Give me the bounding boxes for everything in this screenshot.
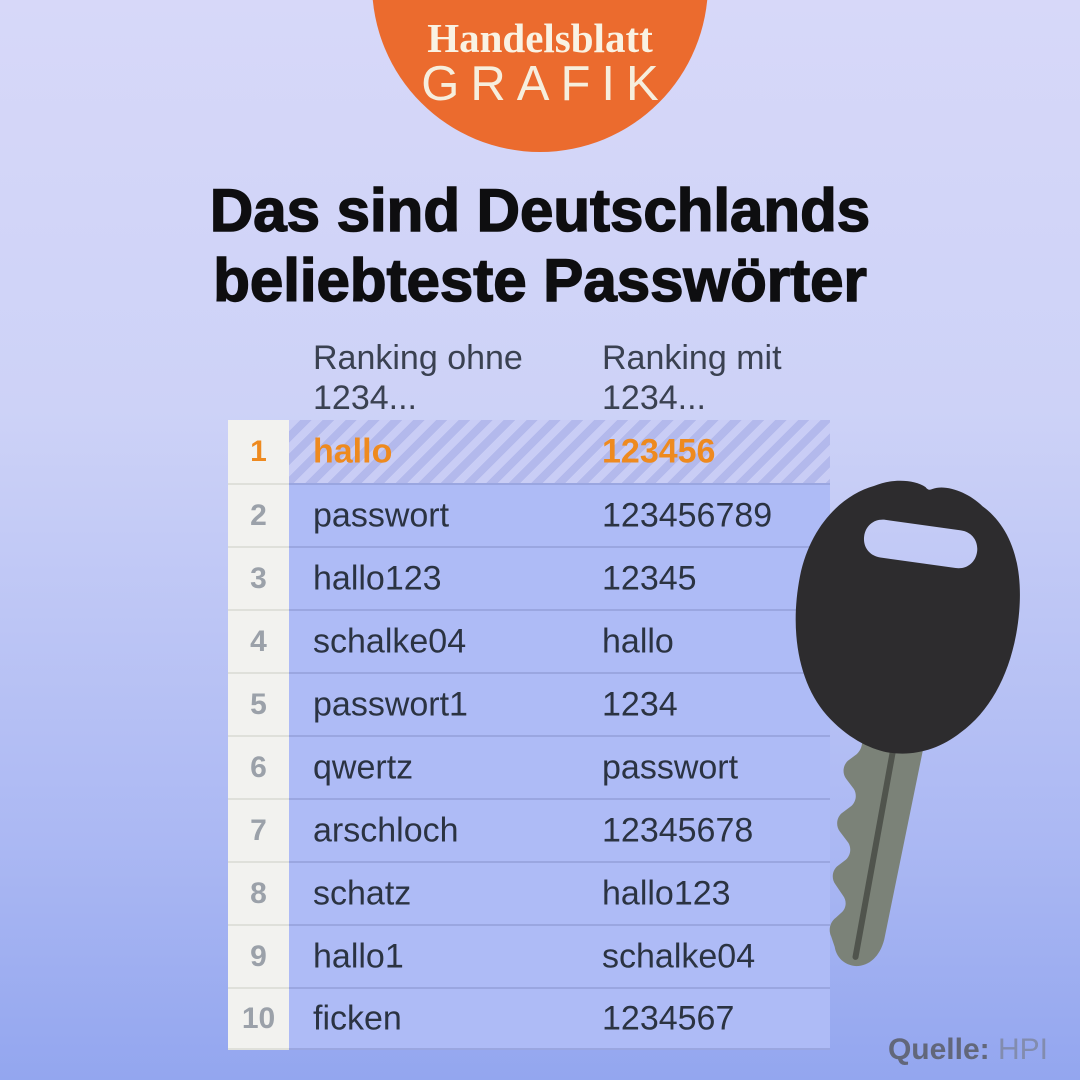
handelsblatt-logo-text: Handelsblatt xyxy=(427,15,653,61)
password-cells: hallo1 schalke04 xyxy=(289,924,830,987)
password-cells: schalke04 hallo xyxy=(289,609,830,672)
rank-cell: 6 xyxy=(228,735,289,798)
column-header-with-1234: Ranking mit 1234... xyxy=(602,339,782,417)
handelsblatt-badge: Handelsblatt GRAFIK xyxy=(372,0,708,152)
rank-cell: 1 xyxy=(228,420,289,483)
password-cells: ficken 1234567 xyxy=(289,987,830,1050)
password-cells: qwertz passwort xyxy=(289,735,830,798)
password-with-1234: 12345 xyxy=(602,559,697,597)
password-cells: schatz hallo123 xyxy=(289,861,830,924)
rank-cell: 2 xyxy=(228,483,289,546)
table-row-9: 9 hallo1 schalke04 xyxy=(228,924,830,987)
password-without-1234: arschloch xyxy=(313,811,459,849)
page-title-line1: Das sind Deutschlands xyxy=(209,176,871,245)
password-with-1234: hallo xyxy=(602,622,674,660)
table-row-5: 5 passwort1 1234 xyxy=(228,672,830,735)
page-title-line2: beliebteste Passwörter xyxy=(212,246,867,315)
password-with-1234: 12345678 xyxy=(602,811,754,849)
password-with-1234: hallo123 xyxy=(602,874,731,912)
table-row-8: 8 schatz hallo123 xyxy=(228,861,830,924)
password-without-1234: hallo123 xyxy=(313,559,442,597)
table-row-10: 10 ficken 1234567 xyxy=(228,987,830,1050)
password-cells: hallo123 12345 xyxy=(289,546,830,609)
source-value: HPI xyxy=(997,1033,1048,1066)
rank-cell: 8 xyxy=(228,861,289,924)
password-cells: passwort 123456789 xyxy=(289,483,830,546)
password-without-1234: qwertz xyxy=(313,748,414,786)
rank-cell: 9 xyxy=(228,924,289,987)
password-with-1234: 123456 xyxy=(602,432,716,470)
password-without-1234: schalke04 xyxy=(313,622,467,660)
rank-cell: 4 xyxy=(228,609,289,672)
page-title: Das sind Deutschlands beliebteste Passwö… xyxy=(0,176,1080,316)
password-cells: passwort1 1234 xyxy=(289,672,830,735)
password-with-1234: passwort xyxy=(602,748,739,786)
password-cells: hallo 123456 xyxy=(289,420,830,483)
rank-cell: 7 xyxy=(228,798,289,861)
password-cells: arschloch 12345678 xyxy=(289,798,830,861)
source-note: Quelle: HPI xyxy=(888,1033,1048,1067)
rank-cell: 3 xyxy=(228,546,289,609)
password-with-1234: 1234567 xyxy=(602,999,735,1037)
password-with-1234: 1234 xyxy=(602,685,678,723)
table-row-1: 1 hallo 123456 xyxy=(228,420,830,483)
password-without-1234: ficken xyxy=(313,999,402,1037)
column-header-without-1234: Ranking ohne 1234... xyxy=(313,339,523,417)
rank-cell: 5 xyxy=(228,672,289,735)
key-icon xyxy=(795,480,1020,967)
password-without-1234: hallo1 xyxy=(313,937,404,975)
table-row-2: 2 passwort 123456789 xyxy=(228,483,830,546)
password-without-1234: passwort xyxy=(313,496,450,534)
password-without-1234: hallo xyxy=(313,432,393,470)
table-row-6: 6 qwertz passwort xyxy=(228,735,830,798)
password-with-1234: schalke04 xyxy=(602,937,756,975)
grafik-label: GRAFIK xyxy=(421,57,670,111)
table-row-4: 4 schalke04 hallo xyxy=(228,609,830,672)
password-with-1234: 123456789 xyxy=(602,496,773,534)
password-without-1234: passwort1 xyxy=(313,685,468,723)
table-row-7: 7 arschloch 12345678 xyxy=(228,798,830,861)
ranking-table: 1 hallo 123456 2 passwort 123456789 3 ha… xyxy=(228,420,830,1050)
rank-cell: 10 xyxy=(228,987,289,1050)
password-without-1234: schatz xyxy=(313,874,412,912)
table-row-3: 3 hallo123 12345 xyxy=(228,546,830,609)
source-label: Quelle: xyxy=(887,1033,990,1066)
